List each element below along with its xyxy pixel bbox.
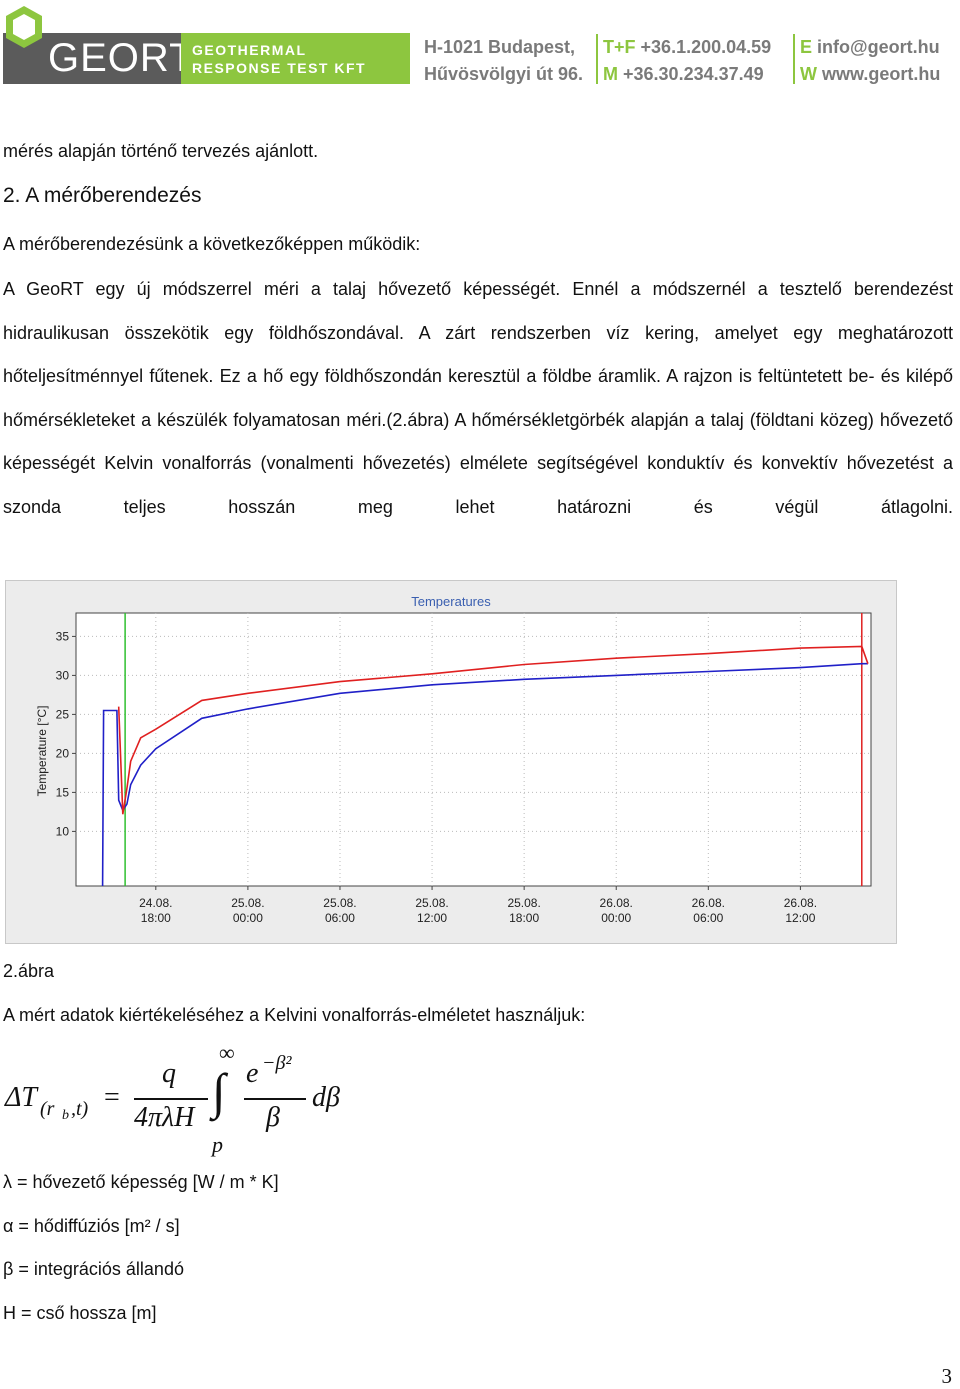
logo-icon xyxy=(6,6,42,48)
x-tick-label: 26.08. 06:00 xyxy=(691,896,725,925)
y-tick-label: 25 xyxy=(56,707,70,721)
formula-exp-power: −β² xyxy=(262,1052,292,1074)
plot-area xyxy=(75,612,872,887)
formula-equals: = xyxy=(104,1082,120,1113)
caption: 2.ábra xyxy=(3,961,55,981)
formula-upper: ∞ xyxy=(219,1040,235,1065)
phones: T+F +36.1.200.04.59 M +36.30.234.37.49 xyxy=(603,34,771,88)
fraction-bar xyxy=(244,1098,306,1100)
address-line: H-1021 Budapest, xyxy=(424,37,576,57)
formula: ΔT (r b ,t) = q 4πλH ∫ ∞ p e −β² β dβ xyxy=(0,1040,400,1160)
formula-sub: ,t) xyxy=(71,1098,89,1120)
separator xyxy=(793,34,795,84)
intro: mérés alapján történő tervezés ajánlott. xyxy=(3,141,319,161)
address-line: Hűvösvölgyi út 96. xyxy=(424,64,584,84)
definition: β = integrációs állandó xyxy=(3,1259,184,1279)
x-tick-label: 25.08. 18:00 xyxy=(507,896,541,925)
logo-text: GEORT xyxy=(48,36,195,80)
contact-key: T+F xyxy=(603,37,636,57)
y-tick-label: 15 xyxy=(56,785,70,799)
x-tick-label: 26.08. 00:00 xyxy=(599,896,633,925)
contact: W www.geort.hu xyxy=(800,61,940,88)
contact: M +36.30.234.37.49 xyxy=(603,61,771,88)
x-tick-label: 24.08. 18:00 xyxy=(139,896,173,925)
x-tick-label: 25.08. 06:00 xyxy=(323,896,357,925)
contact-key: E xyxy=(800,37,813,57)
contact-value: info@geort.hu xyxy=(817,37,940,57)
fraction-bar xyxy=(134,1098,208,1100)
formula-denominator: 4πλH xyxy=(134,1102,195,1133)
contact-value: +36.1.200.04.59 xyxy=(640,37,772,57)
web: E info@geort.hu W www.geort.hu xyxy=(800,34,940,88)
y-tick-label: 10 xyxy=(56,824,70,838)
formula-sub-index: b xyxy=(62,1108,69,1123)
formula-lower: p xyxy=(212,1132,223,1157)
paragraph: A GeoRT egy új módszerrel méri a talaj h… xyxy=(3,279,953,517)
contact-key: W xyxy=(800,64,817,84)
x-tick-label: 25.08. 00:00 xyxy=(231,896,265,925)
contact: E info@geort.hu xyxy=(800,34,940,61)
formula-integral: ∫ xyxy=(212,1063,226,1119)
formula-differential: dβ xyxy=(312,1082,340,1113)
definition: H = cső hossza [m] xyxy=(3,1303,157,1323)
formula-numerator: q xyxy=(162,1058,176,1089)
formula-fraction-den: β xyxy=(266,1102,280,1133)
series-line xyxy=(101,662,868,887)
y-axis-label: Temperature [°C] xyxy=(35,706,49,797)
chart: Temperatures Temperature [°C] 10 15 20 25 30… xyxy=(35,594,872,890)
contact-value: +36.30.234.37.49 xyxy=(623,64,764,84)
chart-title: Temperatures xyxy=(411,594,491,609)
company-box xyxy=(181,33,410,84)
x-tick-label: 26.08. 12:00 xyxy=(783,896,818,925)
y-tick-label: 20 xyxy=(56,746,70,760)
formula-intro: A mért adatok kiértékeléséhez a Kelvini … xyxy=(3,1005,586,1025)
page-number: 3 xyxy=(941,1364,953,1388)
definition: λ = hővezető képesség [W / m * K] xyxy=(3,1172,279,1192)
separator xyxy=(596,34,598,84)
company-line: GEOTHERMAL xyxy=(192,42,307,58)
contact-value: www.geort.hu xyxy=(822,64,941,84)
y-tick-label: 30 xyxy=(56,668,70,682)
series-line xyxy=(117,645,869,815)
definition: α = hődiffúziós [m² / s] xyxy=(3,1216,180,1236)
contact: T+F +36.1.200.04.59 xyxy=(603,34,771,61)
formula-sub: (r xyxy=(40,1098,55,1120)
heading: 2. A mérőberendezés xyxy=(3,184,202,207)
company-line: RESPONSE TEST KFT xyxy=(192,60,367,76)
formula-exp-base: e xyxy=(246,1058,259,1089)
formula-lhs: ΔT xyxy=(5,1082,38,1113)
y-tick-label: 35 xyxy=(56,629,70,643)
chart-panel: Temperatures Temperature [°C] 10 15 20 25 30… xyxy=(5,580,897,944)
address: H-1021 Budapest, Hűvösvölgyi út 96. xyxy=(424,34,583,88)
company-name: GEOTHERMAL RESPONSE TEST KFT xyxy=(192,41,366,77)
lead: A mérőberendezésünk a következőképpen mű… xyxy=(3,234,421,254)
contact-key: M xyxy=(603,64,618,84)
x-tick-label: 25.08. 12:00 xyxy=(415,896,449,925)
